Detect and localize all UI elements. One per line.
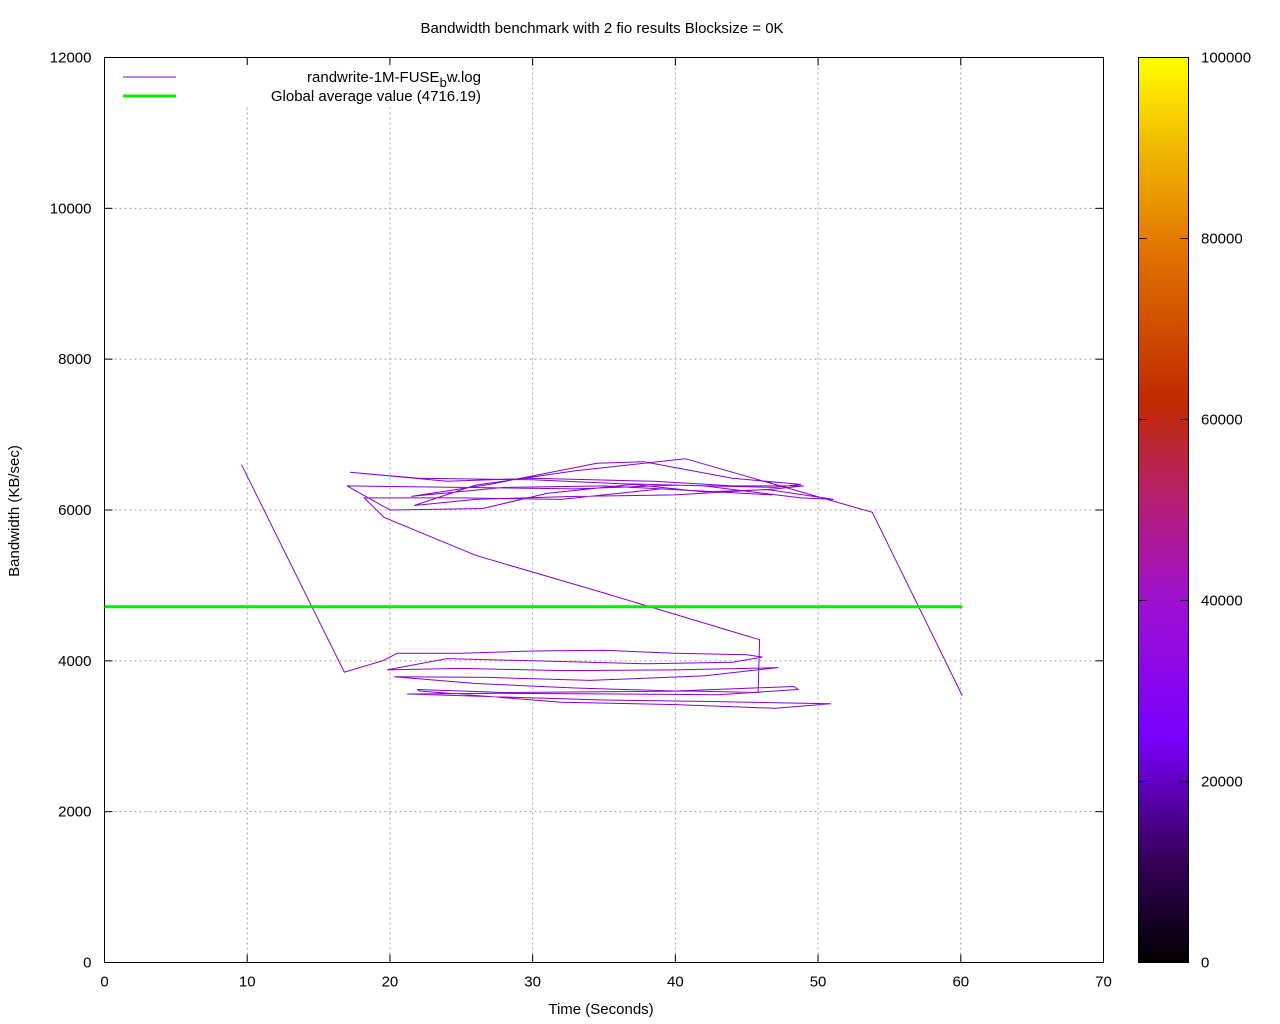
y-axis: 0 2000 4000 6000 8000 10000 12000 [50,50,1104,972]
legend-label-tail: w.log [446,69,481,86]
x-tick-label: 0 [100,974,108,991]
y-tick-label: 6000 [58,502,91,519]
colorbar-tick-label: 20000 [1201,774,1243,791]
y-axis-label: Bandwidth (KB/sec) [6,445,23,577]
legend: randwrite-1M-FUSEbw.log Global average v… [114,65,489,107]
y-tick-label: 12000 [50,50,92,67]
x-tick-label: 20 [382,974,399,991]
y-tick-label: 0 [83,955,91,972]
x-tick-label: 50 [810,974,827,991]
grid-lines [104,57,1104,963]
y-tick-label: 8000 [58,351,91,368]
x-axis-label: Time (Seconds) [548,1001,653,1018]
series-layer [104,458,963,709]
x-axis: 0 10 20 30 40 50 60 70 [100,57,1112,991]
colorbar-tick-label: 100000 [1201,50,1251,67]
chart-title: Bandwidth benchmark with 2 fio results B… [420,20,783,37]
x-tick-label: 30 [524,974,541,991]
x-tick-label: 10 [239,974,256,991]
plot-area-frame [104,57,1104,963]
x-tick-label: 40 [667,974,684,991]
colorbar: 0 20000 40000 60000 80000 100000 [1138,50,1251,972]
colorbar-tick-label: 80000 [1201,231,1243,248]
colorbar-tick-label: 60000 [1201,412,1243,429]
y-tick-label: 2000 [58,804,91,821]
x-tick-label: 70 [1095,974,1112,991]
colorbar-ticks: 0 20000 40000 60000 80000 100000 [1138,50,1251,972]
legend-label-global-average: Global average value (4716.19) [271,88,481,105]
colorbar-tick-label: 0 [1201,955,1209,972]
legend-background [114,65,489,107]
series-line-fio [241,458,963,709]
legend-label-fio-series: randwrite-1M-FUSEbw.log [307,69,481,90]
y-tick-label: 4000 [58,653,91,670]
y-tick-label: 10000 [50,200,92,217]
colorbar-tick-label: 40000 [1201,593,1243,610]
colorbar-gradient [1138,57,1189,963]
x-tick-label: 60 [952,974,969,991]
legend-label-main: randwrite-1M-FUSE [307,69,440,86]
legend-label-subscript: b [440,75,447,90]
